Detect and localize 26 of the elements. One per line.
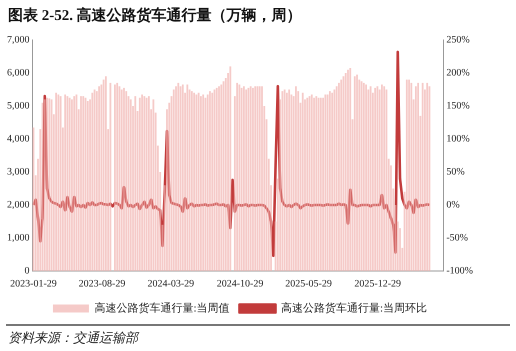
y2-tick-label: -50%	[446, 232, 468, 244]
y-tick-label: 7,000	[7, 34, 30, 46]
y2-tick-label: -100%	[446, 266, 474, 277]
y-tick-label: 0	[24, 266, 30, 277]
chart-title: 图表 2-52. 高速公路货车通行量（万辆，周）	[7, 6, 303, 26]
y2-tick-label: 250%	[446, 34, 470, 46]
y-tick-label: 3,000	[7, 166, 30, 178]
y2-tick-label: 50%	[446, 166, 465, 178]
y2-tick-label: 200%	[446, 68, 470, 79]
y2-tick-label: 100%	[446, 134, 470, 145]
x-tick-label: 2024-10-29	[216, 278, 264, 290]
x-tick-label: 2025-05-29	[285, 278, 332, 290]
y-tick-label: 2,000	[7, 200, 30, 211]
y-tick-label: 1,000	[7, 232, 30, 244]
y2-tick-label: 0%	[446, 200, 460, 211]
y-tick-label: 6,000	[7, 68, 30, 79]
x-tick-label: 2024-03-29	[148, 278, 194, 290]
legend-label: 高速公路货车通行量:当周环比	[281, 301, 428, 314]
x-tick-label: 2023-08-29	[78, 278, 126, 290]
y-tick-label: 5,000	[7, 100, 30, 112]
x-tick-label: 2023-01-29	[10, 278, 57, 290]
legend-label: 高速公路货车通行量:当周值	[94, 301, 230, 314]
text: 资料来源：交通运输部	[6, 324, 510, 350]
x-tick-label: 2025-12-29	[354, 278, 402, 290]
y2-tick-label: 150%	[446, 100, 470, 112]
y-tick-label: 4,000	[7, 134, 30, 145]
